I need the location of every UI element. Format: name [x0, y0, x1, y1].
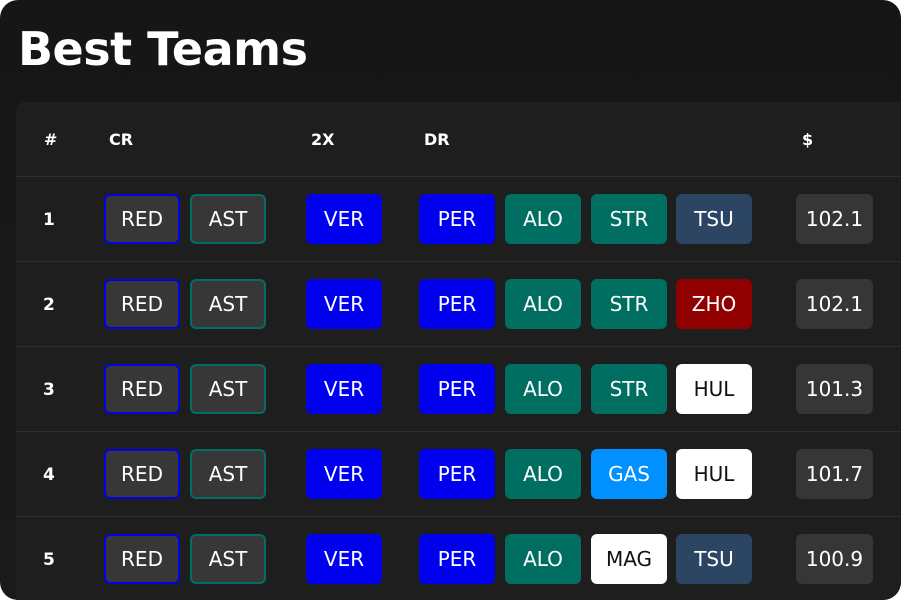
driver-chip[interactable]: ALO	[505, 279, 581, 329]
table-row[interactable]: 4 RED AST VER PER ALO GAS HUL 101.7	[16, 432, 901, 517]
driver-chip[interactable]: STR	[591, 194, 667, 244]
header-price: $	[802, 130, 814, 149]
constructor-chip-red[interactable]: RED	[104, 279, 180, 329]
driver-chip[interactable]: MAG	[591, 534, 667, 584]
team-price: 100.9	[796, 534, 873, 584]
driver-chip[interactable]: GAS	[591, 449, 667, 499]
driver-chip[interactable]: ALO	[505, 194, 581, 244]
team-price: 102.1	[796, 279, 873, 329]
row-number: 4	[43, 465, 55, 485]
constructor-chip-ast[interactable]: AST	[190, 449, 266, 499]
driver-chip[interactable]: ALO	[505, 534, 581, 584]
driver-chip[interactable]: PER	[419, 279, 495, 329]
row-number: 5	[43, 550, 55, 570]
table-row[interactable]: 3 RED AST VER PER ALO STR HUL 101.3	[16, 347, 901, 432]
constructor-chip-red[interactable]: RED	[104, 194, 180, 244]
team-price: 102.1	[796, 194, 873, 244]
double-points-driver-chip[interactable]: VER	[306, 534, 382, 584]
header-rank: #	[44, 130, 58, 149]
driver-chip[interactable]: STR	[591, 364, 667, 414]
double-points-driver-chip[interactable]: VER	[306, 364, 382, 414]
constructor-chip-ast[interactable]: AST	[190, 194, 266, 244]
table-row[interactable]: 2 RED AST VER PER ALO STR ZHO 102.1	[16, 262, 901, 347]
team-price: 101.3	[796, 364, 873, 414]
driver-chip[interactable]: TSU	[676, 534, 752, 584]
row-number: 2	[43, 295, 55, 315]
driver-chip[interactable]: PER	[419, 364, 495, 414]
double-points-driver-chip[interactable]: VER	[306, 194, 382, 244]
header-double-points: 2X	[311, 130, 335, 149]
constructor-chip-red[interactable]: RED	[104, 449, 180, 499]
driver-chip[interactable]: HUL	[676, 364, 752, 414]
constructor-chip-ast[interactable]: AST	[190, 364, 266, 414]
header-drivers: DR	[424, 130, 450, 149]
constructor-chip-ast[interactable]: AST	[190, 534, 266, 584]
driver-chip[interactable]: HUL	[676, 449, 752, 499]
constructor-chip-red[interactable]: RED	[104, 364, 180, 414]
driver-chip[interactable]: ALO	[505, 364, 581, 414]
driver-chip[interactable]: TSU	[676, 194, 752, 244]
double-points-driver-chip[interactable]: VER	[306, 449, 382, 499]
header-constructors: CR	[109, 130, 134, 149]
best-teams-card: Best Teams # CR 2X DR $ 1 RED AST VER PE…	[0, 0, 901, 600]
table-row[interactable]: 1 RED AST VER PER ALO STR TSU 102.1	[16, 177, 901, 262]
table-header: # CR 2X DR $	[16, 102, 901, 177]
row-number: 1	[43, 210, 55, 230]
driver-chip[interactable]: ZHO	[676, 279, 752, 329]
row-number: 3	[43, 380, 55, 400]
table-row[interactable]: 5 RED AST VER PER ALO MAG TSU 100.9	[16, 517, 901, 600]
constructor-chip-ast[interactable]: AST	[190, 279, 266, 329]
driver-chip[interactable]: PER	[419, 194, 495, 244]
driver-chip[interactable]: PER	[419, 449, 495, 499]
constructor-chip-red[interactable]: RED	[104, 534, 180, 584]
teams-table: # CR 2X DR $ 1 RED AST VER PER ALO STR T…	[16, 102, 901, 600]
driver-chip[interactable]: STR	[591, 279, 667, 329]
driver-chip[interactable]: PER	[419, 534, 495, 584]
driver-chip[interactable]: ALO	[505, 449, 581, 499]
page-title: Best Teams	[18, 22, 308, 76]
double-points-driver-chip[interactable]: VER	[306, 279, 382, 329]
team-price: 101.7	[796, 449, 873, 499]
